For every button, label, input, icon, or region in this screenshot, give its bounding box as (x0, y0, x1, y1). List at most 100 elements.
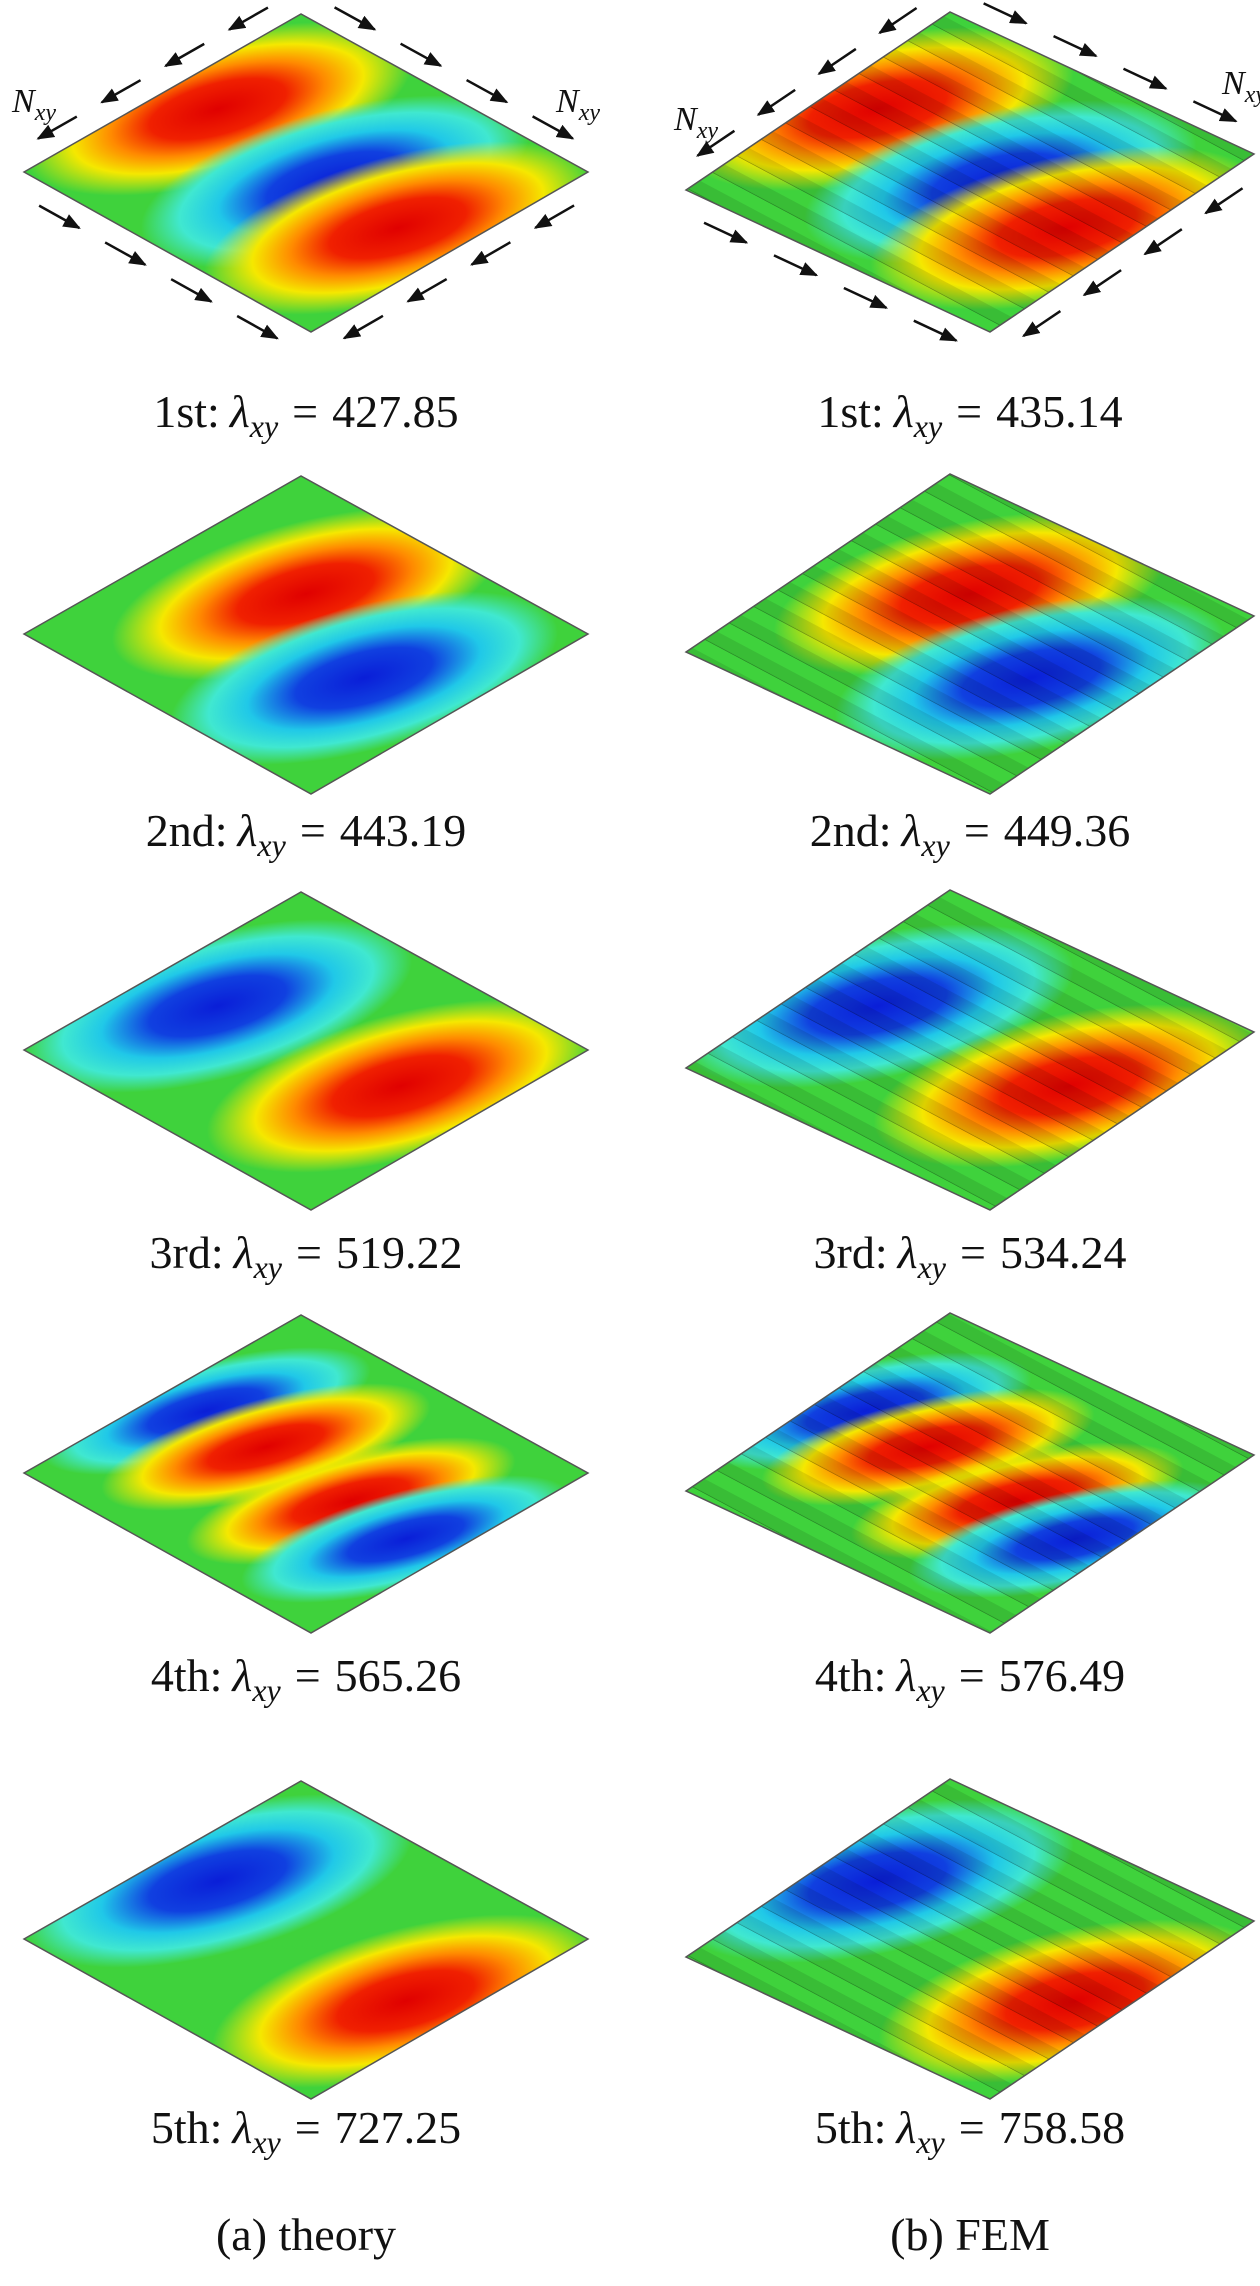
mode-caption: 1st: λxy = 427.85 (153, 386, 458, 444)
shear-arrow (170, 278, 213, 303)
lambda: λ (899, 805, 921, 856)
mode-value: 534.24 (1000, 1227, 1127, 1278)
shear-arrow (878, 6, 918, 34)
mode-plate (686, 890, 1254, 1210)
shear-arrow (38, 204, 81, 230)
plate-outline (684, 1778, 1256, 2100)
plate-outline (22, 1314, 590, 1634)
mode-label: 3rd: (150, 1227, 224, 1278)
plate-outline (22, 13, 590, 333)
plate-outline (684, 473, 1256, 795)
force-sub: xy (1244, 82, 1260, 108)
mode-caption: 5th: λxy = 758.58 (815, 2102, 1125, 2160)
shear-arrow (533, 204, 575, 229)
mode-caption: 3rd: λxy = 534.24 (814, 1227, 1127, 1285)
force-label: Nxy (11, 83, 56, 126)
mode-plate (686, 12, 1254, 332)
lambda-sub: xy (251, 1672, 281, 1708)
shear-arrow (227, 6, 269, 31)
force-base: N (673, 101, 699, 138)
mode-label: 1st: (153, 386, 219, 437)
lambda: λ (230, 1650, 252, 1701)
mode-plate (24, 892, 588, 1210)
mode-value: 576.49 (999, 1650, 1126, 1701)
shear-arrow (100, 79, 142, 104)
red-lobe (203, 141, 588, 315)
lambda-sub: xy (920, 827, 950, 863)
force-label: Nxy (555, 83, 600, 126)
lambda-sub: xy (256, 827, 286, 863)
mode-caption: 2nd: λxy = 443.19 (146, 805, 467, 863)
mode-label: 1st: (817, 386, 883, 437)
lambda: λ (232, 1227, 254, 1278)
mode-plate (24, 476, 588, 794)
lambda-sub: xy (249, 408, 279, 444)
force-base: N (555, 83, 581, 120)
shear-arrow (1204, 187, 1244, 215)
shear-arrow (1122, 67, 1168, 90)
lambda-sub: xy (915, 2124, 945, 2160)
column-caption: (a) theory (216, 2209, 396, 2260)
mode-label: 5th: (815, 2102, 887, 2153)
shear-arrow (470, 241, 511, 266)
lambda: λ (894, 2102, 916, 2153)
equals: = (959, 1650, 985, 1701)
mode-value: 565.26 (335, 1650, 462, 1701)
mode-label: 5th: (151, 2102, 223, 2153)
corrugation (686, 890, 1254, 1210)
shear-arrow (399, 42, 443, 67)
lambda: λ (230, 2102, 252, 2153)
equals: = (964, 805, 990, 856)
plate-outline (22, 475, 590, 795)
lambda-sub: xy (253, 1249, 283, 1285)
shear-arrow (1053, 34, 1098, 58)
shear-arrow (696, 129, 736, 157)
red-lobe (111, 507, 501, 681)
shear-arrow (36, 115, 78, 140)
force-label: Nxy (1221, 65, 1260, 108)
mode-value: 427.85 (332, 386, 459, 437)
mode-label: 2nd: (146, 805, 228, 856)
red-lobe (211, 1914, 588, 2088)
equals: = (956, 386, 982, 437)
mode-value: 449.36 (1004, 805, 1131, 856)
shear-arrow (342, 314, 384, 340)
lambda-sub: xy (913, 408, 943, 444)
shear-arrow (1082, 269, 1122, 297)
force-sub: xy (34, 100, 57, 126)
shear-arrow (983, 2, 1028, 25)
shear-arrow (913, 319, 958, 342)
red-lobe (101, 1383, 431, 1511)
force-base: N (11, 83, 37, 120)
corrugation (686, 474, 1254, 794)
blue-lobe (241, 1475, 571, 1603)
shear-arrow (1143, 228, 1183, 256)
shear-arrow (236, 314, 279, 340)
lambda: λ (235, 805, 257, 856)
mode-caption: 3rd: λxy = 519.22 (150, 1227, 463, 1285)
mode-plate (686, 474, 1254, 794)
lambda-sub: xy (251, 2124, 281, 2160)
mode-plate (24, 1315, 588, 1633)
shear-arrow (1192, 100, 1238, 123)
mode-plate (24, 1781, 588, 2099)
equals: = (295, 1650, 321, 1701)
mode-plate (686, 1779, 1254, 2099)
lambda: λ (228, 386, 250, 437)
force-sub: xy (578, 100, 601, 126)
mode-caption: 4th: λxy = 565.26 (151, 1650, 461, 1708)
corrugation (686, 12, 1254, 332)
plate-outline (22, 1780, 590, 2100)
shear-arrow (406, 277, 448, 303)
mode-caption: 4th: λxy = 576.49 (815, 1650, 1125, 1708)
red-lobe (206, 999, 588, 1173)
blue-lobe (24, 1794, 413, 1968)
blue-lobe (24, 919, 413, 1093)
mode-value: 758.58 (999, 2102, 1126, 2153)
force-sub: xy (696, 118, 719, 144)
blue-lobe (41, 1347, 371, 1475)
mode-label: 4th: (151, 1650, 223, 1701)
mode-value: 519.22 (336, 1227, 463, 1278)
shear-arrow (773, 254, 819, 277)
